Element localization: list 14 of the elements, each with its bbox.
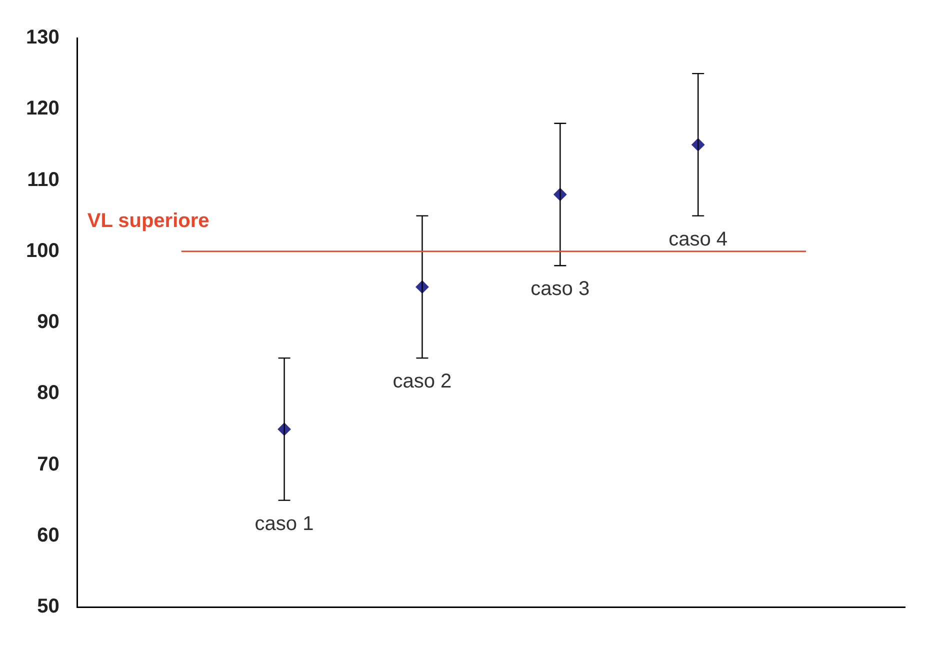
y-tick-label: 50 [37,596,60,618]
annotation: caso 1 [254,512,314,535]
annotation: caso 3 [530,278,590,300]
annotation: caso 4 [668,228,728,250]
y-tick-label: 100 [26,240,60,262]
y-tick-label: 80 [37,382,60,404]
y-tick-label: 70 [37,453,60,476]
y-tick-label: 110 [27,168,60,191]
y-tick-label: 120 [26,98,60,120]
y-tick-label: 130 [26,26,60,49]
y-tick-label: 60 [37,524,60,546]
annotation: caso 2 [392,370,452,393]
y-tick-label: 90 [37,311,60,334]
ref-line-label: VL superiore [87,210,210,232]
